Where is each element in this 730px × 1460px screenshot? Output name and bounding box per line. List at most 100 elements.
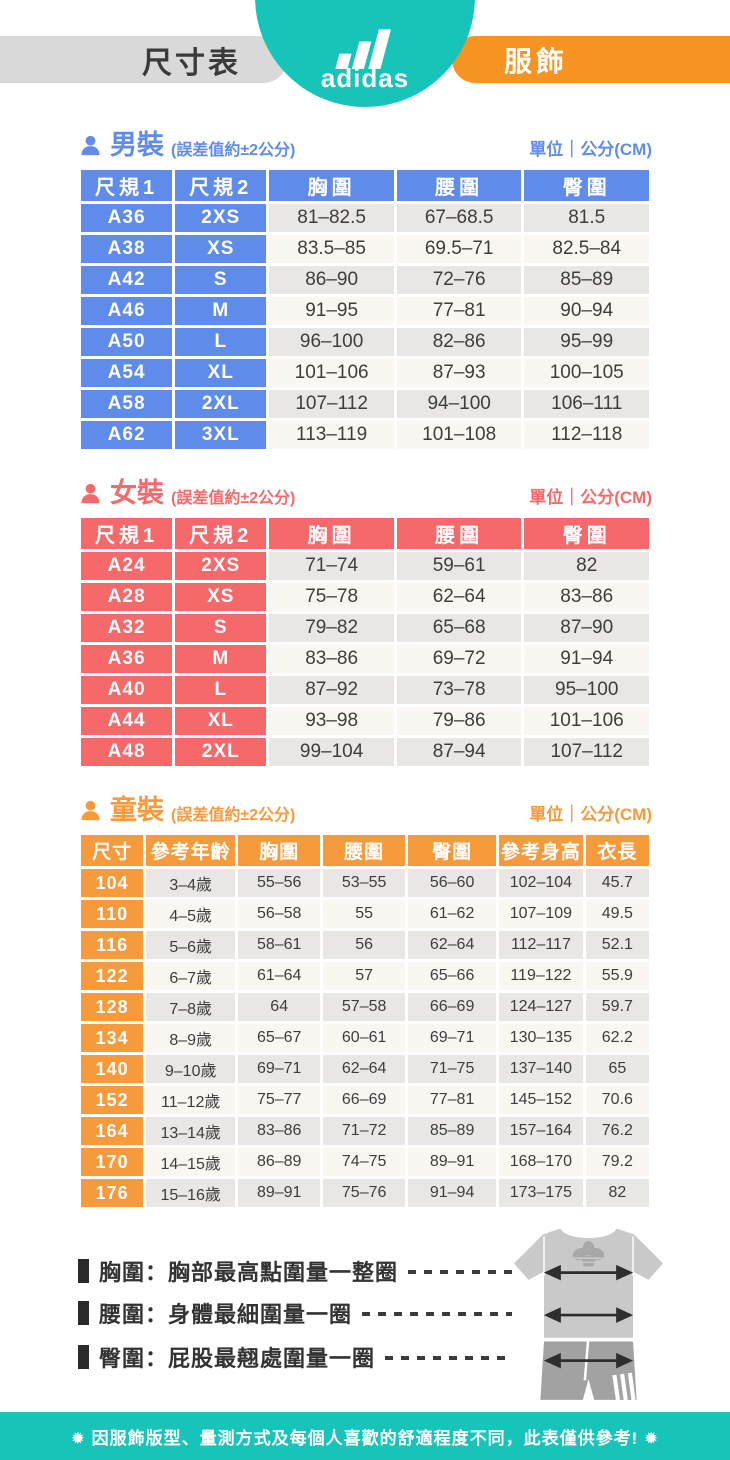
table-row: A36 2XS 81–82.5 67–68.5 81.5 xyxy=(81,204,649,232)
measurement-cell: 94–100 xyxy=(396,390,522,418)
table-row: A44 XL 93–98 79–86 101–106 xyxy=(81,707,649,735)
size-label-cell: 2XS xyxy=(175,552,267,580)
section-header-womens: 女裝 (誤差值約±2公分) 單位｜公分(CM) xyxy=(78,478,652,508)
legend-text-chest: 胸圍：胸部最高點圍量一整圈 xyxy=(99,1260,399,1285)
measurement-cell: 52.1 xyxy=(585,931,649,959)
measurement-cell: 79–86 xyxy=(396,707,522,735)
unit-label: 單位｜公分(CM) xyxy=(529,488,652,507)
size-label-cell: A44 xyxy=(81,707,173,735)
measurement-cell: 82.5–84 xyxy=(524,235,649,263)
table-row: A40 L 87–92 73–78 95–100 xyxy=(81,676,649,704)
measurement-legend-block: 胸圍：胸部最高點圍量一整圈 腰圍：身體最細圍量一圈 臀圍：屁股最翹處圍量一圈 xyxy=(78,1224,664,1406)
measurement-cell: 101–108 xyxy=(396,421,522,449)
size-tables-area: 男裝 (誤差值約±2公分) 單位｜公分(CM) 尺規1 尺規2 胸圍 腰圍 臀圍 A36 2… xyxy=(0,130,730,1210)
measurement-cell: 106–111 xyxy=(524,390,649,418)
section-title: 男裝 xyxy=(110,129,164,160)
table-row: 128 7–8歲 64 57–58 66–69 124–127 59.7 xyxy=(81,993,649,1021)
dashed-connector xyxy=(385,1356,512,1360)
measurement-cell: 86–90 xyxy=(269,266,394,294)
column-header: 胸圍 xyxy=(269,170,394,201)
size-label-cell: M xyxy=(175,645,267,673)
measurement-cell: 14–15歲 xyxy=(146,1148,236,1176)
tolerance-note: (誤差值約±2公分) xyxy=(171,489,296,507)
measurement-cell: 4–5歲 xyxy=(146,900,236,928)
measurement-cell: 58–61 xyxy=(238,931,321,959)
tolerance-note: (誤差值約±2公分) xyxy=(171,806,296,824)
measurement-cell: 102–104 xyxy=(499,869,583,897)
size-chart-title: 尺寸表 xyxy=(142,46,241,80)
size-label-cell: A50 xyxy=(81,328,173,356)
measurement-cell: 107–109 xyxy=(499,900,583,928)
measurement-cell: 9–10歲 xyxy=(146,1055,236,1083)
measurement-cell: 95–99 xyxy=(524,328,649,356)
size-label-cell: 3XL xyxy=(175,421,267,449)
header-row: 尺規1 尺規2 胸圍 腰圍 臀圍 xyxy=(81,518,649,549)
measurement-cell: 101–106 xyxy=(269,359,394,387)
size-label-cell: 110 xyxy=(81,900,144,928)
size-label-cell: 128 xyxy=(81,993,144,1021)
table-row: A38 XS 83.5–85 69.5–71 82.5–84 xyxy=(81,235,649,263)
measurement-cell: 62–64 xyxy=(408,931,497,959)
measurement-cell: 75–77 xyxy=(238,1086,321,1114)
measurement-cell: 62.2 xyxy=(585,1024,649,1052)
size-label-cell: 134 xyxy=(81,1024,144,1052)
measurement-cell: 77–81 xyxy=(408,1086,497,1114)
size-label-cell: 152 xyxy=(81,1086,144,1114)
measurement-cell: 113–119 xyxy=(269,421,394,449)
measurement-cell: 8–9歲 xyxy=(146,1024,236,1052)
measurement-cell: 65–68 xyxy=(396,614,522,642)
legend-row-hip: 臀圍：屁股最翹處圍量一圈 xyxy=(78,1342,512,1372)
size-label-cell: 164 xyxy=(81,1117,144,1145)
measurement-cell: 15–16歲 xyxy=(146,1179,236,1207)
person-icon xyxy=(78,798,103,823)
page-header: 尺寸表 服飾 adidas xyxy=(0,0,730,120)
mens-size-table: 尺規1 尺規2 胸圍 腰圍 臀圍 A36 2XS 81–82.5 67–68.5 81.5 A38 X… xyxy=(78,167,652,452)
dashed-connector xyxy=(362,1312,512,1316)
measurement-cell: 91–94 xyxy=(524,645,649,673)
table-row: 122 6–7歲 61–64 57 65–66 119–122 55.9 xyxy=(81,962,649,990)
person-icon xyxy=(78,481,103,506)
adidas-badge: adidas xyxy=(255,0,475,107)
measurement-cell: 62–64 xyxy=(323,1055,406,1083)
measurement-cell: 7–8歲 xyxy=(146,993,236,1021)
size-label-cell: 170 xyxy=(81,1148,144,1176)
table-row: 134 8–9歲 65–67 60–61 69–71 130–135 62.2 xyxy=(81,1024,649,1052)
person-icon xyxy=(78,133,103,158)
measurement-cell: 3–4歲 xyxy=(146,869,236,897)
measurement-cell: 89–91 xyxy=(238,1179,321,1207)
measurement-cell: 75–76 xyxy=(323,1179,406,1207)
measurement-cell: 45.7 xyxy=(585,869,649,897)
measurement-cell: 56 xyxy=(323,931,406,959)
measurement-cell: 79–82 xyxy=(269,614,394,642)
measurement-cell: 11–12歲 xyxy=(146,1086,236,1114)
measurement-cell: 89–91 xyxy=(408,1148,497,1176)
measurement-cell: 82–86 xyxy=(396,328,522,356)
measurement-cell: 57–58 xyxy=(323,993,406,1021)
table-row: A62 3XL 113–119 101–108 112–118 xyxy=(81,421,649,449)
measurement-cell: 61–62 xyxy=(408,900,497,928)
size-label-cell: A46 xyxy=(81,297,173,325)
size-label-cell: A42 xyxy=(81,266,173,294)
legend-text-waist: 腰圍：身體最細圍量一圈 xyxy=(99,1302,353,1327)
measurement-cell: 79.2 xyxy=(585,1148,649,1176)
measurement-cell: 55.9 xyxy=(585,962,649,990)
measurement-cell: 56–60 xyxy=(408,869,497,897)
column-header: 參考身高 xyxy=(499,835,583,866)
size-label-cell: S xyxy=(175,266,267,294)
size-label-cell: XS xyxy=(175,583,267,611)
size-label-cell: S xyxy=(175,614,267,642)
legend-row-chest: 胸圍：胸部最高點圍量一整圈 xyxy=(78,1256,512,1286)
disclaimer-text: ✹ 因服飾版型、量測方式及每個人喜歡的舒適程度不同，此表僅供參考! ✹ xyxy=(70,1428,660,1448)
measurement-cell: 95–100 xyxy=(524,676,649,704)
measurement-cell: 53–55 xyxy=(323,869,406,897)
measurement-cell: 71–72 xyxy=(323,1117,406,1145)
measurement-cell: 69.5–71 xyxy=(396,235,522,263)
measurement-cell: 83–86 xyxy=(524,583,649,611)
table-row: A48 2XL 99–104 87–94 107–112 xyxy=(81,738,649,766)
column-header: 衣長 xyxy=(585,835,649,866)
measurement-cell: 13–14歲 xyxy=(146,1117,236,1145)
measurement-cell: 101–106 xyxy=(524,707,649,735)
measurement-cell: 57 xyxy=(323,962,406,990)
measurement-cell: 82 xyxy=(585,1179,649,1207)
measurement-cell: 91–94 xyxy=(408,1179,497,1207)
